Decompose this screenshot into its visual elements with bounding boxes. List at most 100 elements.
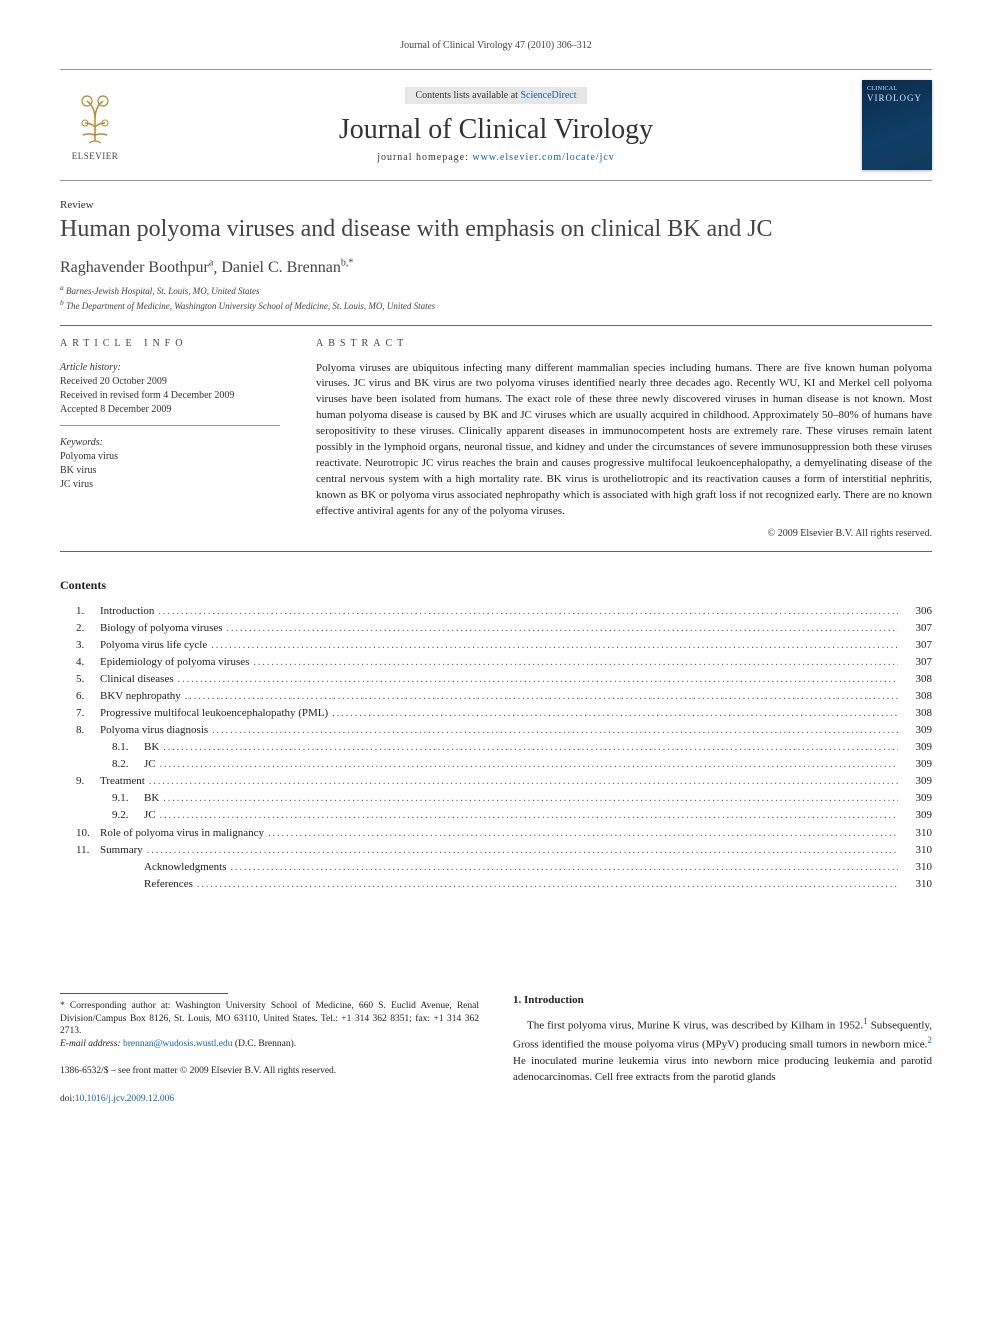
toc-row[interactable]: 4.Epidemiology of polyoma viruses307: [60, 654, 932, 671]
doi-link[interactable]: 10.1016/j.jcv.2009.12.006: [75, 1094, 174, 1104]
article-type: Review: [60, 199, 932, 211]
journal-homepage-link[interactable]: www.elsevier.com/locate/jcv: [472, 152, 614, 163]
toc-leader: [160, 756, 898, 773]
toc-label: BK: [144, 790, 159, 807]
toc-row[interactable]: Acknowledgments 310: [60, 859, 932, 876]
toc-row[interactable]: 8.Polyoma virus diagnosis309: [60, 722, 932, 739]
toc-leader: [332, 705, 898, 722]
toc-label: Role of polyoma virus in malignancy: [100, 825, 264, 842]
email-link[interactable]: brennan@wudosis.wustl.edu: [123, 1039, 233, 1049]
homepage-prefix: journal homepage:: [377, 152, 472, 163]
right-column: 1. Introduction The first polyoma virus,…: [513, 993, 932, 1107]
toc-row[interactable]: 2.Biology of polyoma viruses307: [60, 620, 932, 637]
toc-leader: [163, 739, 898, 756]
toc-number: 3.: [76, 637, 100, 654]
toc-label: Treatment: [100, 773, 145, 790]
author: Raghavender Boothpura: [60, 259, 213, 276]
toc-row[interactable]: 8.2.JC309: [60, 756, 932, 773]
divider: [60, 325, 932, 326]
toc-leader: [212, 722, 898, 739]
history-header: Article history:: [60, 361, 280, 375]
keyword: JC virus: [60, 478, 280, 492]
history-line: Received 20 October 2009: [60, 375, 280, 389]
toc-page: 309: [902, 722, 932, 739]
toc-number: 8.: [76, 722, 100, 739]
toc-number: 1.: [76, 603, 100, 620]
toc-label: JC: [144, 756, 156, 773]
toc-label: Progressive multifocal leukoencephalopat…: [100, 705, 328, 722]
keyword: BK virus: [60, 464, 280, 478]
doi-line: doi:10.1016/j.jcv.2009.12.006: [60, 1093, 479, 1107]
toc-page: 310: [902, 876, 932, 893]
toc-page: 310: [902, 842, 932, 859]
toc-leader: [163, 790, 898, 807]
toc-row[interactable]: 9.Treatment309: [60, 773, 932, 790]
toc-leader: [178, 671, 898, 688]
running-head: Journal of Clinical Virology 47 (2010) 3…: [60, 40, 932, 51]
toc-page: 307: [902, 637, 932, 654]
author-list: Raghavender Boothpura, Daniel C. Brennan…: [60, 258, 932, 277]
toc-row[interactable]: 1.Introduction306: [60, 603, 932, 620]
email-footnote: E-mail address: brennan@wudosis.wustl.ed…: [60, 1038, 479, 1051]
toc-leader: [268, 825, 898, 842]
toc-row[interactable]: 3.Polyoma virus life cycle307: [60, 637, 932, 654]
history-line: Accepted 8 December 2009: [60, 403, 280, 417]
toc-number: 7.: [76, 705, 100, 722]
toc-row[interactable]: References 310: [60, 876, 932, 893]
toc-label: Introduction: [100, 603, 154, 620]
toc-number: 8.2.: [112, 756, 144, 773]
toc-row[interactable]: 6.BKV nephropathy 308: [60, 688, 932, 705]
publisher-logo: ELSEVIER: [60, 85, 130, 165]
toc-label: Clinical diseases: [100, 671, 174, 688]
article-history-block: Article history: Received 20 October 200…: [60, 361, 280, 426]
affiliations: a Barnes-Jewish Hospital, St. Louis, MO,…: [60, 283, 932, 312]
body-paragraph: The first polyoma virus, Murine K virus,…: [513, 1015, 932, 1086]
toc-label: References: [144, 876, 193, 893]
history-line: Received in revised form 4 December 2009: [60, 389, 280, 403]
toc-number: 11.: [76, 842, 100, 859]
contents-prefix: Contents lists available at: [415, 90, 520, 101]
toc-row[interactable]: 9.2.JC 309: [60, 807, 932, 824]
toc-label: JC: [144, 807, 156, 824]
ref-link[interactable]: 2: [927, 1035, 932, 1045]
toc-page: 308: [902, 688, 932, 705]
toc-leader: [230, 859, 898, 876]
copyright: © 2009 Elsevier B.V. All rights reserved…: [316, 528, 932, 539]
toc-row[interactable]: 9.1.BK 309: [60, 790, 932, 807]
toc-row[interactable]: 5.Clinical diseases308: [60, 671, 932, 688]
abstract-text: Polyoma viruses are ubiquitous infecting…: [316, 361, 932, 520]
cover-line1: CLINICAL: [867, 86, 927, 92]
toc-page: 310: [902, 859, 932, 876]
toc-number: 10.: [76, 825, 100, 842]
table-of-contents: 1.Introduction3062.Biology of polyoma vi…: [60, 603, 932, 893]
toc-number: 9.: [76, 773, 100, 790]
toc-row[interactable]: 8.1.BK309: [60, 739, 932, 756]
toc-label: BKV nephropathy: [100, 688, 181, 705]
article-info-label: ARTICLE INFO: [60, 338, 280, 349]
toc-number: 6.: [76, 688, 100, 705]
toc-page: 309: [902, 790, 932, 807]
keyword: Polyoma virus: [60, 450, 280, 464]
left-column: * Corresponding author at: Washington Un…: [60, 993, 479, 1107]
toc-label: BK: [144, 739, 159, 756]
toc-label: Biology of polyoma viruses: [100, 620, 223, 637]
journal-cover-thumbnail: CLINICAL VIROLOGY: [862, 80, 932, 170]
abstract-label: ABSTRACT: [316, 338, 932, 349]
toc-page: 307: [902, 654, 932, 671]
front-matter-line: 1386-6532/$ – see front matter © 2009 El…: [60, 1065, 479, 1079]
toc-number: 2.: [76, 620, 100, 637]
toc-row[interactable]: 11.Summary310: [60, 842, 932, 859]
publisher-brand: ELSEVIER: [72, 151, 119, 161]
footnote-rule: [60, 993, 228, 994]
toc-number: 4.: [76, 654, 100, 671]
toc-label: Acknowledgments: [144, 859, 226, 876]
toc-page: 309: [902, 739, 932, 756]
article-info-column: ARTICLE INFO Article history: Received 2…: [60, 338, 280, 539]
toc-row[interactable]: 10.Role of polyoma virus in malignancy31…: [60, 825, 932, 842]
sciencedirect-link[interactable]: ScienceDirect: [520, 90, 576, 101]
toc-number: 9.1.: [112, 790, 144, 807]
toc-number: 9.2.: [112, 807, 144, 824]
toc-row[interactable]: 7.Progressive multifocal leukoencephalop…: [60, 705, 932, 722]
toc-leader: [227, 620, 898, 637]
toc-page: 309: [902, 807, 932, 824]
